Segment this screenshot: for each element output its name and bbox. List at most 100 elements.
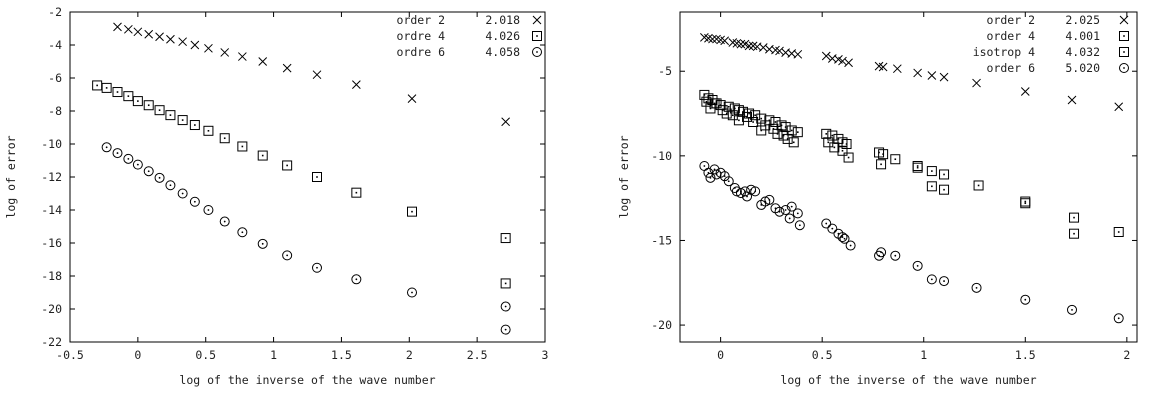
- y-tick-label: -6: [48, 71, 62, 85]
- legend-label: order 2: [397, 13, 445, 27]
- legend-label: order 2: [987, 13, 1035, 27]
- data-point: [912, 260, 923, 271]
- y-axis-label: log of error: [617, 135, 631, 218]
- data-point: [133, 27, 143, 37]
- data-point: [792, 208, 803, 219]
- data-point: [892, 64, 902, 74]
- data-point: [715, 100, 726, 111]
- data-point: [257, 150, 268, 161]
- data-point: [132, 159, 143, 170]
- data-point: [837, 232, 848, 243]
- data-point: [792, 127, 803, 138]
- data-point: [500, 278, 511, 289]
- data-point: [124, 24, 133, 34]
- legend-slope-value: 4.026: [485, 29, 520, 43]
- data-point: [729, 183, 740, 193]
- data-point: [912, 162, 923, 173]
- x-tick-label: 1: [920, 348, 927, 362]
- y-tick-label: -4: [48, 38, 62, 52]
- data-point: [500, 324, 511, 335]
- legend-marker: [532, 47, 542, 57]
- data-point: [1113, 313, 1124, 324]
- data-point: [827, 223, 838, 234]
- x-tick-label: 0: [134, 348, 141, 362]
- data-point: [843, 152, 854, 163]
- data-point: [204, 43, 213, 53]
- data-point: [1113, 227, 1124, 237]
- data-point: [101, 82, 112, 93]
- legend-label: order 6: [987, 61, 1036, 75]
- data-point: [123, 153, 134, 164]
- data-point: [939, 276, 950, 287]
- data-point: [238, 52, 247, 61]
- data-point: [748, 117, 759, 127]
- x-axis-label: log of the inverse of the wave number: [179, 373, 435, 387]
- data-point: [352, 80, 361, 89]
- y-axis-label: log of error: [4, 135, 18, 218]
- data-point: [784, 213, 795, 224]
- data-point: [282, 160, 293, 171]
- x-tick-label: 0: [717, 348, 724, 362]
- data-point: [407, 94, 417, 103]
- data-point: [774, 206, 785, 217]
- data-point: [177, 115, 188, 126]
- legend-marker: [532, 31, 542, 41]
- data-point: [1067, 95, 1077, 105]
- data-point: [501, 117, 510, 127]
- data-point: [312, 262, 322, 273]
- data-point: [165, 110, 176, 121]
- data-point: [760, 120, 771, 131]
- legend-marker: [1119, 63, 1129, 73]
- data-point: [874, 250, 885, 261]
- data-point: [772, 128, 783, 139]
- data-point: [844, 58, 853, 68]
- legend-slope-value: 4.001: [1065, 29, 1100, 43]
- data-point: [257, 238, 268, 249]
- data-point: [764, 194, 775, 205]
- data-point: [727, 110, 738, 121]
- y-tick-label: -14: [41, 203, 62, 217]
- data-point: [155, 32, 164, 42]
- x-tick-label: 1: [270, 348, 277, 362]
- data-point: [500, 233, 511, 244]
- data-point: [780, 205, 791, 215]
- data-point: [786, 201, 797, 212]
- data-point: [190, 40, 200, 50]
- data-point: [770, 117, 781, 127]
- x-tick-label: 3: [542, 348, 549, 362]
- data-point: [143, 166, 154, 177]
- legend-slope-value: 5.020: [1065, 61, 1100, 75]
- data-point: [165, 180, 176, 191]
- chart-panel-2: 0 0.5 1 1.5 2 -20 -15 -10 -5 log of the inverse o…: [617, 11, 1138, 387]
- data-point: [821, 218, 832, 229]
- data-point: [312, 70, 322, 80]
- data-point: [312, 172, 322, 182]
- data-point: [1067, 304, 1078, 315]
- y-tick-label: -8: [48, 104, 62, 118]
- data-point: [92, 80, 103, 91]
- x-tick-label: 0.5: [195, 348, 216, 362]
- data-point: [101, 142, 112, 153]
- data-point: [1020, 198, 1031, 209]
- data-point: [723, 176, 734, 187]
- data-point: [890, 250, 901, 261]
- legend-label: ordre 4: [397, 29, 446, 43]
- x-tick-label: 2: [406, 348, 413, 362]
- y-tick-label: -20: [41, 302, 62, 316]
- data-point: [154, 105, 165, 116]
- data-point: [220, 48, 230, 57]
- data-point: [972, 78, 981, 88]
- data-point: [788, 137, 799, 148]
- data-point: [189, 120, 200, 131]
- x-tick-label: 1.5: [1015, 348, 1036, 362]
- data-point: [913, 68, 922, 78]
- data-point: [838, 56, 847, 66]
- series-ordre-6: [101, 142, 511, 312]
- y-tick-label: -22: [41, 335, 62, 349]
- y-tick-label: -15: [651, 233, 672, 247]
- data-point: [721, 108, 732, 119]
- data-point: [939, 184, 950, 195]
- data-point: [219, 133, 230, 144]
- data-point: [1069, 212, 1080, 223]
- legend-marker: [532, 15, 542, 25]
